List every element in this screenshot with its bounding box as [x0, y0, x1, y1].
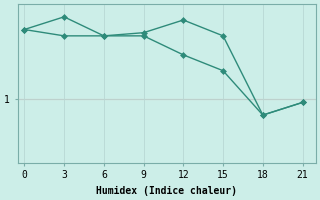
X-axis label: Humidex (Indice chaleur): Humidex (Indice chaleur)	[96, 186, 237, 196]
